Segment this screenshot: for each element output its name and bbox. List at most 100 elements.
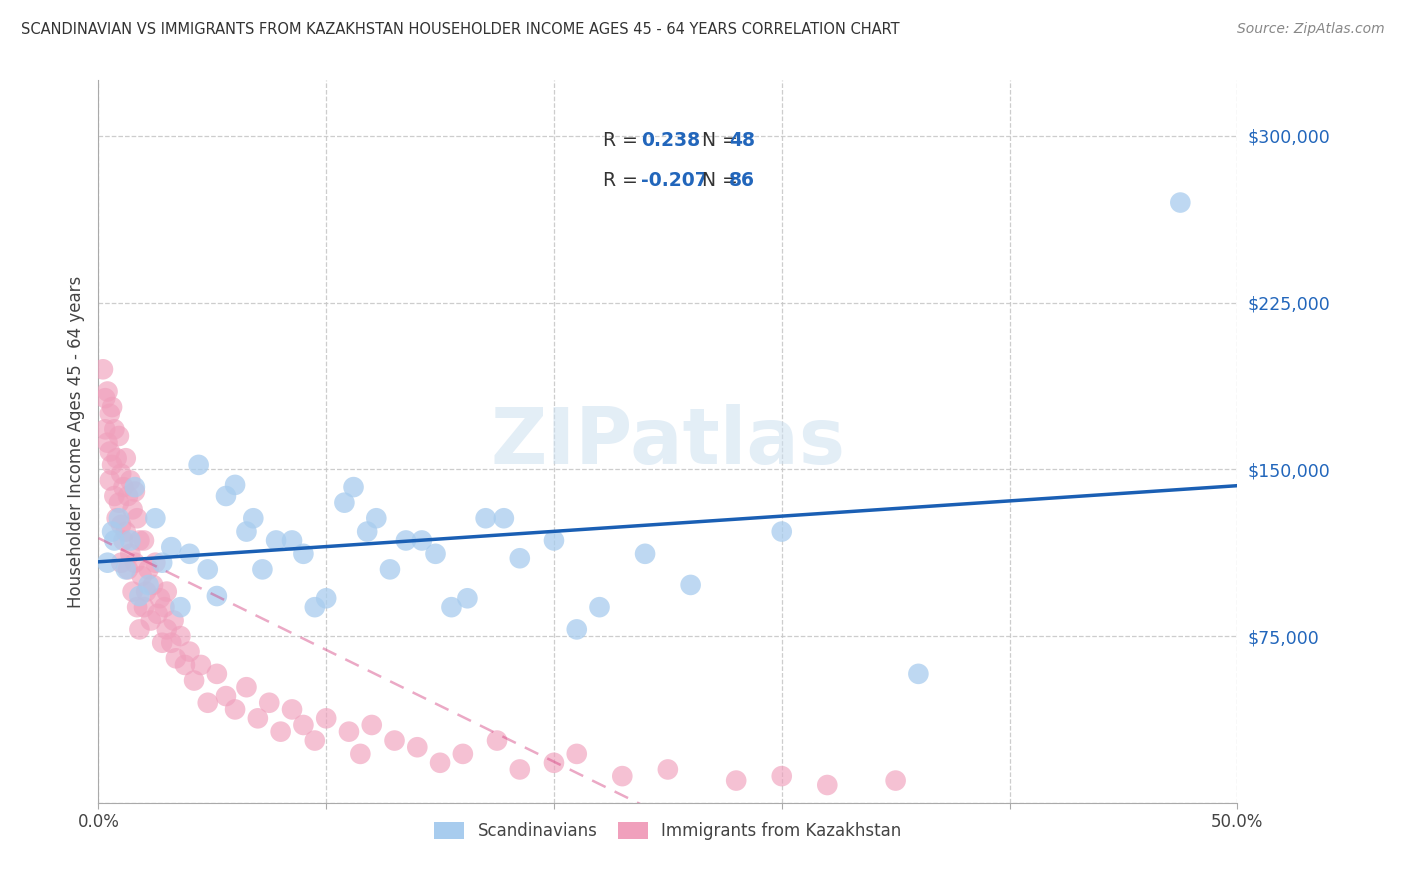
Point [366,511,388,525]
Point [101,458,124,472]
Text: 0.238: 0.238 [641,131,700,151]
Point [259,696,281,710]
Point [197,562,219,576]
Point [162,614,184,628]
Point [103,422,125,436]
Point [492,511,515,525]
Point [112,533,135,548]
Point [120,474,142,488]
Point [395,533,418,548]
Y-axis label: Householder Income Ages 45 - 64 years: Householder Income Ages 45 - 64 years [66,276,84,607]
Point [292,547,315,561]
Point [120,533,142,548]
Point [215,689,238,703]
Point [142,578,165,592]
Point [378,562,401,576]
Point [315,591,337,606]
Point [242,511,264,525]
Point [197,696,219,710]
Point [128,623,150,637]
Point [112,480,135,494]
Point [486,733,509,747]
Point [110,517,132,532]
Point [304,733,326,747]
Point [98,474,121,488]
Point [114,562,136,576]
Point [509,763,531,777]
Point [132,600,155,615]
Point [149,591,172,606]
Point [543,533,565,548]
Point [114,451,136,466]
Point [425,547,447,561]
Point [224,702,246,716]
Point [108,429,131,443]
Point [128,533,150,548]
Point [160,636,183,650]
Text: R =: R = [603,171,644,190]
Point [235,680,257,694]
Point [96,435,118,450]
Point [124,484,146,499]
Point [1170,195,1192,210]
Point [543,756,565,770]
Point [187,458,209,472]
Point [91,362,114,376]
Point [146,607,169,621]
Point [342,480,364,494]
Point [884,773,907,788]
Point [509,551,531,566]
Point [356,524,378,539]
Point [127,600,149,615]
Point [679,578,702,592]
Point [179,547,201,561]
Point [406,740,429,755]
Text: SCANDINAVIAN VS IMMIGRANTS FROM KAZAKHSTAN HOUSEHOLDER INCOME AGES 45 - 64 YEARS: SCANDINAVIAN VS IMMIGRANTS FROM KAZAKHST… [21,22,900,37]
Point [150,636,173,650]
Point [156,623,179,637]
Point [101,400,124,414]
Point [108,511,131,525]
Point [101,524,124,539]
Point [588,600,610,615]
Point [94,391,117,405]
Point [252,562,274,576]
Text: N =: N = [690,131,744,151]
Point [333,496,356,510]
Point [205,589,228,603]
Text: Source: ZipAtlas.com: Source: ZipAtlas.com [1237,22,1385,37]
Legend: Scandinavians, Immigrants from Kazakhstan: Scandinavians, Immigrants from Kazakhsta… [426,814,910,848]
Point [131,569,153,583]
Point [145,511,167,525]
Point [657,763,679,777]
Point [451,747,474,761]
Text: N =: N = [690,171,744,190]
Point [384,733,406,747]
Point [235,524,257,539]
Point [360,718,382,732]
Point [281,702,304,716]
Point [634,547,657,561]
Point [105,451,128,466]
Point [94,422,117,436]
Point [474,511,496,525]
Point [160,540,183,554]
Point [135,584,157,599]
Point [440,600,463,615]
Point [138,562,160,576]
Text: 48: 48 [730,131,755,151]
Point [190,657,212,672]
Point [120,547,142,561]
Point [105,511,128,525]
Text: R =: R = [603,131,644,151]
Point [121,502,143,516]
Point [145,556,167,570]
Point [156,584,179,599]
Point [169,629,191,643]
Point [165,651,187,665]
Point [337,724,360,739]
Point [132,533,155,548]
Point [349,747,371,761]
Point [770,524,793,539]
Point [215,489,238,503]
